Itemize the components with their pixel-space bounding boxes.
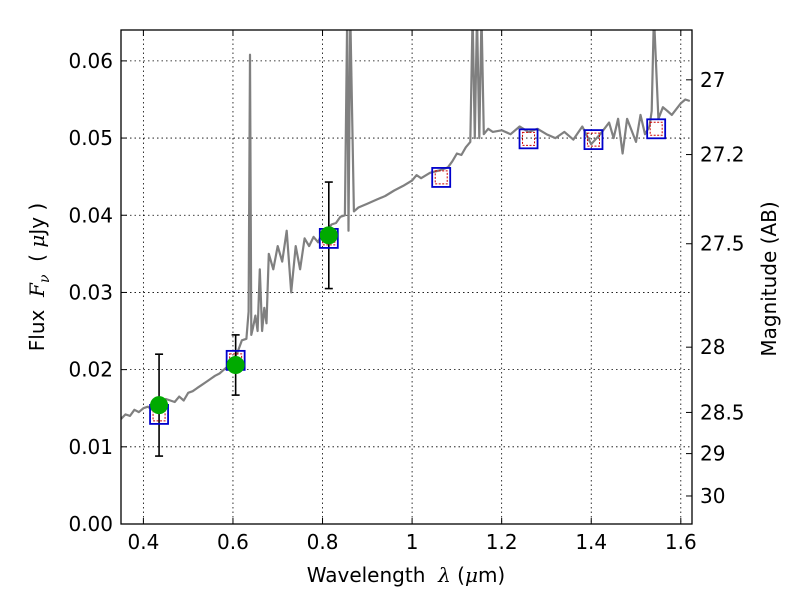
photometry-markers — [149, 118, 667, 425]
model-point-inner — [152, 407, 166, 422]
x-tick-label: 1.6 — [665, 530, 697, 554]
y2-tick-label: 27.5 — [700, 232, 745, 256]
x-axis-title-prefix: Wavelength — [307, 563, 438, 587]
plot-frame — [120, 29, 693, 525]
model-point-inner — [586, 132, 600, 147]
y-axis-ticks: 0.00 0.01 0.02 0.03 0.04 0.05 0.06 — [68, 49, 127, 536]
y2-axis-title: Magnitude (AB) — [757, 201, 781, 356]
model-spectrum-line — [121, 30, 691, 420]
y-tick-label: 0.00 — [68, 512, 113, 536]
y-tick-label: 0.03 — [68, 280, 113, 304]
x-axis-title-unit-open: ( — [451, 563, 465, 587]
observed-point — [226, 355, 245, 374]
model-point-box — [583, 129, 604, 151]
y-axis-title-symbol: F — [25, 282, 49, 298]
y-tick-label: 0.06 — [68, 49, 113, 73]
x-tick-label: 1.2 — [486, 530, 518, 554]
y-tick-label: 0.02 — [68, 358, 113, 382]
y-axis-title-unit-open: ( — [25, 248, 49, 275]
x-tick-label: 1.4 — [575, 530, 607, 554]
model-point-inner — [649, 121, 663, 136]
x-axis-title-symbol: λ — [437, 563, 451, 587]
y-tick-label: 0.01 — [68, 435, 113, 459]
y-axis-title-unit-mu: μ — [25, 235, 49, 248]
model-point-box — [431, 167, 452, 188]
y-axis-title: Flux Fν ( μJy ) — [25, 203, 53, 351]
x-axis-ticks: 0.4 0.6 0.8 1 1.2 1.4 1.6 — [127, 30, 697, 554]
model-point-inner — [434, 170, 448, 185]
x-axis-title-unit-close: m) — [478, 563, 505, 587]
y2-tick-label: 27.2 — [700, 143, 745, 167]
y2-tick-label: 28 — [700, 335, 725, 359]
observed-point — [150, 396, 169, 415]
y-tick-label: 0.04 — [68, 203, 113, 227]
x-axis-title-unit-mu: μ — [465, 563, 478, 587]
plot-background — [121, 30, 692, 524]
y2-axis-ticks: 27 27.2 27.5 28 28.5 29 30 — [686, 68, 745, 508]
y-tick-label: 0.05 — [68, 126, 113, 150]
y2-tick-label: 29 — [700, 442, 725, 466]
y-axis-title-prefix: Flux — [25, 297, 49, 351]
x-axis-title: Wavelength λ (μm) — [307, 563, 506, 587]
y2-tick-label: 27 — [700, 68, 725, 92]
y-axis-title-subscript: ν — [37, 274, 53, 283]
y-axis-title-unit-close: Jy ) — [25, 203, 49, 237]
x-tick-label: 0.8 — [307, 530, 339, 554]
y2-tick-label: 28.5 — [700, 400, 745, 424]
model-point-inner — [522, 131, 536, 146]
model-point-box — [518, 128, 539, 150]
x-tick-label: 1 — [406, 530, 419, 554]
spectrum-path — [121, 30, 691, 420]
y2-tick-label: 30 — [700, 484, 725, 508]
observed-point — [319, 226, 338, 245]
x-tick-label: 0.6 — [217, 530, 249, 554]
x-tick-label: 0.4 — [127, 530, 159, 554]
model-point-box — [646, 118, 667, 140]
